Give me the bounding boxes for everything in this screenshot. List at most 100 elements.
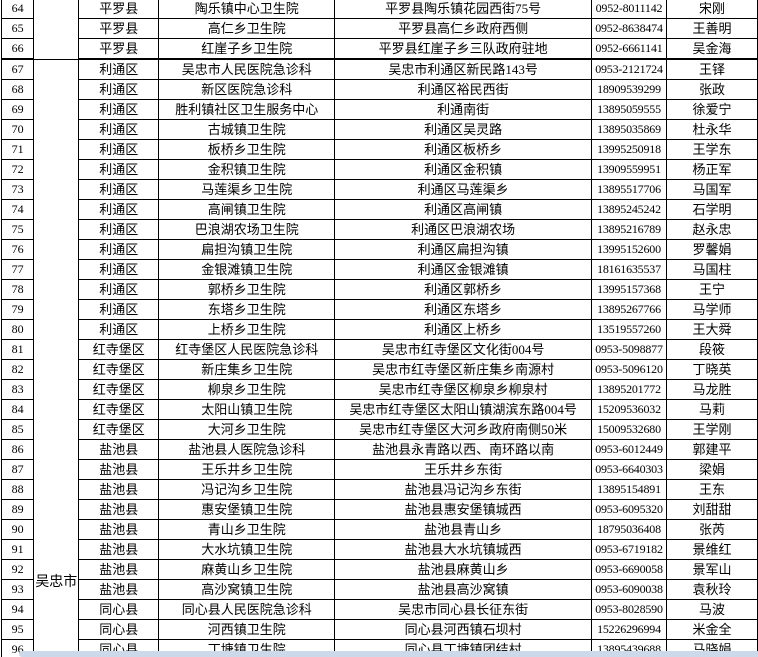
- row-number-cell: 78: [0, 279, 35, 300]
- table-row: 93 盐池县 高沙窝镇卫生院 盐池县高沙窝镇 0953-6090038 袁秋玲: [0, 579, 758, 600]
- row-number-cell: 85: [0, 419, 35, 440]
- county-cell: 盐池县: [78, 479, 160, 500]
- contact-cell: 杨正军: [665, 159, 758, 180]
- row-number-cell: 81: [0, 339, 35, 360]
- phone-cell: 13895216789: [591, 219, 667, 240]
- address-cell: 利通区裕民西街: [334, 79, 593, 100]
- contact-cell: 丁晓英: [665, 359, 758, 380]
- address-cell: 盐池县惠安堡镇城西: [334, 499, 593, 520]
- table-row: 82 红寺堡区 新庄集乡卫生院 吴忠市红寺堡区新庄集乡南源村 0953-5096120 丁…: [0, 359, 758, 380]
- row-number-cell: 84: [0, 399, 35, 420]
- phone-cell: 13895059555: [591, 99, 667, 120]
- table-row: 64 平罗县 陶乐镇中心卫生院 平罗县陶乐镇花园西街75号 0952-8011142 宋刚: [0, 0, 758, 60]
- contact-cell: 王铎: [665, 58, 758, 80]
- row-number-cell: 66: [0, 38, 35, 60]
- contact-cell: 赵永忠: [665, 219, 758, 240]
- contact-cell: 王学东: [665, 139, 758, 160]
- institution-cell: 柳泉乡卫生院: [158, 379, 336, 400]
- county-cell: 利通区: [78, 119, 160, 140]
- institution-cell: 新区医院急诊科: [158, 79, 336, 100]
- phone-cell: 15009532680: [591, 419, 667, 440]
- table-row: 78 利通区 郭桥乡卫生院 利通区郭桥乡 13995157368 王宁: [0, 279, 758, 300]
- table-row: 72 利通区 金积镇卫生院 利通区金积镇 13909559951 杨正军: [0, 159, 758, 180]
- row-number-cell: 88: [0, 479, 35, 500]
- contact-cell: 王善明: [665, 18, 758, 39]
- address-cell: 吴忠市红寺堡区大河乡政府南侧50米: [334, 419, 593, 440]
- row-number-cell: 74: [0, 199, 35, 220]
- address-cell: 平罗县红崖子乡三队政府驻地: [334, 38, 593, 60]
- phone-cell: 0952-6661141: [591, 38, 667, 60]
- county-cell: 利通区: [78, 159, 160, 180]
- county-cell: 利通区: [78, 179, 160, 200]
- contact-cell: 王东: [665, 479, 758, 500]
- contact-cell: 宋刚: [665, 0, 758, 19]
- address-cell: 吴忠市利通区新民路143号: [334, 58, 593, 80]
- row-number-cell: 75: [0, 219, 35, 240]
- county-cell: 盐池县: [78, 459, 160, 480]
- phone-cell: 13895245242: [591, 199, 667, 220]
- county-cell: 利通区: [78, 58, 160, 80]
- contact-cell: 袁秋玲: [665, 579, 758, 600]
- table-row: 84 红寺堡区 太阳山镇卫生院 吴忠市红寺堡区太阳山镇湖滨东路004号 15209536…: [0, 399, 758, 420]
- county-cell: 同心县: [78, 599, 160, 620]
- address-cell: 利通区上桥乡: [334, 319, 593, 340]
- row-number-cell: 70: [0, 119, 35, 140]
- address-cell: 利通区金银滩镇: [334, 259, 593, 280]
- institution-cell: 太阳山镇卫生院: [158, 399, 336, 420]
- phone-cell: 0953-6090038: [591, 579, 667, 600]
- phone-cell: 13995250918: [591, 139, 667, 160]
- address-cell: 盐池县青山乡: [334, 519, 593, 540]
- row-number-cell: 89: [0, 499, 35, 520]
- address-cell: 利通南街: [334, 99, 593, 120]
- phone-cell: 0953-6640303: [591, 459, 667, 480]
- county-cell: 红寺堡区: [78, 399, 160, 420]
- address-cell: 平罗县高仁乡政府西侧: [334, 18, 593, 39]
- address-cell: 盐池县大水坑镇城西: [334, 539, 593, 560]
- horizontal-scrollbar[interactable]: [19, 651, 758, 657]
- contact-cell: 罗馨娟: [665, 239, 758, 260]
- row-number-cell: 90: [0, 519, 35, 540]
- county-cell: 同心县: [78, 619, 160, 640]
- city-cell: 吴忠市: [33, 58, 80, 657]
- address-cell: 平罗县陶乐镇花园西街75号: [334, 0, 593, 19]
- row-number-cell: 91: [0, 539, 35, 560]
- row-number-cell: 72: [0, 159, 35, 180]
- table-row: 76 利通区 扁担沟镇卫生院 利通区扁担沟镇 13995152600 罗馨娟: [0, 239, 758, 260]
- address-cell: 利通区马莲渠乡: [334, 179, 593, 200]
- institution-cell: 高闸镇卫生院: [158, 199, 336, 220]
- address-cell: 利通区东塔乡: [334, 299, 593, 320]
- table-row: 79 利通区 东塔乡卫生院 利通区东塔乡 13895267766 马学师: [0, 299, 758, 320]
- row-number-cell: 87: [0, 459, 35, 480]
- address-cell: 吴忠市红寺堡区文化街004号: [334, 339, 593, 360]
- table-row: 95 同心县 河西镇卫生院 同心县河西镇石坝村 15226296994 米金全: [0, 619, 758, 640]
- phone-cell: 0953-6012449: [591, 439, 667, 460]
- contact-cell: 景维红: [665, 539, 758, 560]
- institution-cell: 陶乐镇中心卫生院: [158, 0, 336, 19]
- institution-cell: 郭桥乡卫生院: [158, 279, 336, 300]
- phone-cell: 0953-6719182: [591, 539, 667, 560]
- table-row: 85 红寺堡区 大河乡卫生院 吴忠市红寺堡区大河乡政府南侧50米 15009532680…: [0, 419, 758, 440]
- phone-cell: 13895517706: [591, 179, 667, 200]
- county-cell: 盐池县: [78, 559, 160, 580]
- row-number-cell: 71: [0, 139, 35, 160]
- county-cell: 盐池县: [78, 499, 160, 520]
- county-cell: 红寺堡区: [78, 419, 160, 440]
- institution-cell: 金银滩镇卫生院: [158, 259, 336, 280]
- institution-cell: 巴浪湖农场卫生院: [158, 219, 336, 240]
- contact-cell: 马学师: [665, 299, 758, 320]
- table-row: 88 盐池县 冯记沟乡卫生院 盐池县冯记沟乡东街 13895154891 王东: [0, 479, 758, 500]
- contact-cell: 杜永华: [665, 119, 758, 140]
- row-number-cell: 68: [0, 79, 35, 100]
- phone-cell: 18161635537: [591, 259, 667, 280]
- address-cell: 盐池县永青路以西、南环路以南: [334, 439, 593, 460]
- city-label: 吴忠市: [35, 574, 78, 590]
- row-number-cell: 95: [0, 619, 35, 640]
- phone-cell: 0952-8638474: [591, 18, 667, 39]
- row-number-cell: 77: [0, 259, 35, 280]
- county-cell: 盐池县: [78, 539, 160, 560]
- institution-cell: 吴忠市人民医院急诊科: [158, 58, 336, 80]
- address-cell: 利通区巴浪湖农场: [334, 219, 593, 240]
- county-cell: 盐池县: [78, 579, 160, 600]
